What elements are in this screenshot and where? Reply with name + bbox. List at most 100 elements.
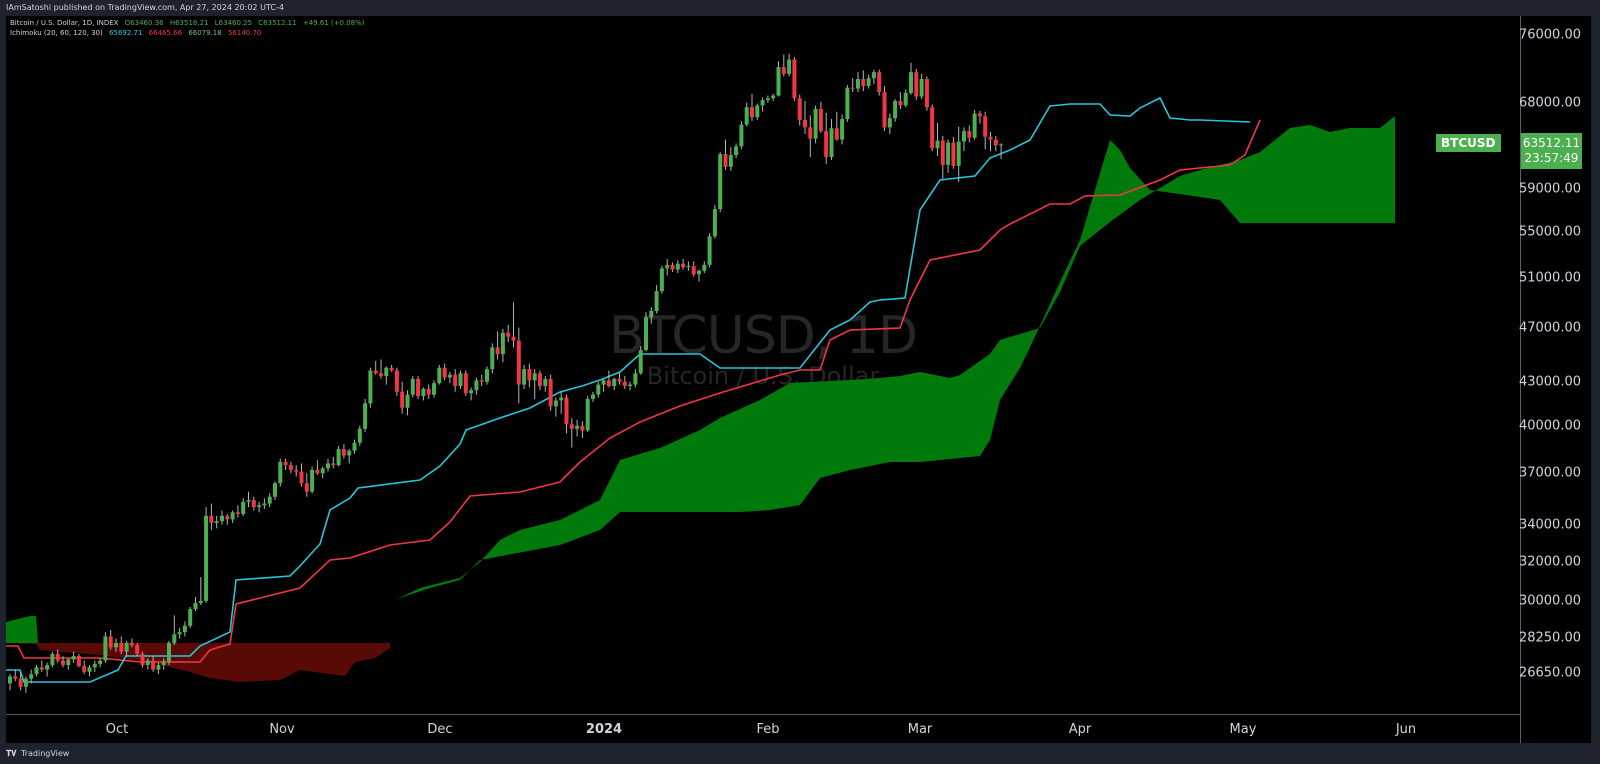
- candle-body: [310, 469, 315, 492]
- kijun-sen-line: [6, 119, 1261, 663]
- candle-body: [490, 347, 495, 370]
- candle-body: [909, 72, 913, 93]
- candle-body: [479, 380, 484, 382]
- candle-body: [485, 369, 489, 382]
- indicator-name[interactable]: Ichimoku (20, 60, 120, 30): [10, 29, 103, 37]
- candle-body: [188, 609, 193, 626]
- price-tick-label: 55000.00: [1518, 224, 1581, 240]
- candle-body: [977, 113, 982, 117]
- time-axis[interactable]: Oct Nov Dec 2024 Feb Mar Apr May Jun: [6, 714, 1520, 743]
- candle-body: [341, 449, 346, 456]
- candle-body: [45, 665, 50, 670]
- candle-body: [71, 656, 76, 660]
- last-price: 63512.11: [1522, 136, 1581, 150]
- candle-body: [119, 642, 124, 652]
- candle-body: [55, 653, 60, 661]
- candle-body: [543, 378, 548, 387]
- candle-body: [474, 380, 479, 391]
- candle-body: [331, 463, 336, 466]
- candle-body: [103, 636, 108, 661]
- candle-body: [61, 660, 65, 666]
- tenkan-value: 65692.71: [109, 29, 143, 37]
- last-price-tag: 63512.11 23:57:49: [1521, 133, 1582, 169]
- candle-body: [739, 124, 744, 147]
- time-tick-label: May: [1229, 722, 1257, 737]
- candle-body: [230, 512, 235, 520]
- price-tick-label: 30000.00: [1518, 593, 1581, 609]
- candle-body: [622, 381, 627, 387]
- candle-body: [792, 59, 797, 99]
- candle-body: [235, 512, 240, 515]
- candle-body: [225, 515, 230, 520]
- candle-body: [124, 642, 129, 652]
- candle-body: [283, 461, 288, 466]
- candle-body: [82, 666, 87, 672]
- time-tick-label: Jun: [1395, 722, 1417, 737]
- candle-body: [522, 369, 527, 385]
- candle-body: [161, 661, 166, 666]
- candle-body: [145, 660, 150, 666]
- candle-body: [776, 67, 781, 96]
- candle-body: [76, 656, 81, 667]
- candle-body: [209, 515, 214, 523]
- candle-body: [723, 154, 728, 167]
- candle-body: [744, 107, 749, 125]
- ichimoku-cloud-bullish: [395, 116, 1395, 600]
- candle-body: [379, 373, 383, 377]
- candle-body: [924, 79, 929, 108]
- ohlc-close: C63512.11: [258, 19, 297, 27]
- price-tick-label: 68000.00: [1518, 95, 1581, 111]
- price-tick-label: 51000.00: [1518, 270, 1581, 286]
- candle-body: [824, 131, 829, 157]
- plot-area[interactable]: Bitcoin / U.S. Dollar, 1D, INDEX O63460.…: [6, 16, 1520, 714]
- chart-frame[interactable]: Bitcoin / U.S. Dollar, 1D, INDEX O63460.…: [6, 16, 1591, 743]
- candle-body: [771, 95, 776, 99]
- candles: [8, 53, 1004, 693]
- candle-body: [516, 340, 521, 385]
- candle-body: [220, 515, 224, 522]
- candle-body: [394, 370, 399, 392]
- candle-body: [829, 128, 834, 157]
- candlestick-chart[interactable]: [6, 16, 1520, 714]
- bar-countdown: 23:57:49: [1524, 151, 1579, 165]
- price-tick-label: 76000.00: [1518, 27, 1581, 43]
- candle-body: [92, 663, 97, 668]
- candle-body: [8, 676, 12, 684]
- candle-body: [108, 636, 113, 648]
- candle-body: [262, 503, 267, 506]
- price-axis[interactable]: 76000.00 68000.00 59000.00 55000.00 51000.00…: [1518, 16, 1591, 743]
- candle-body: [511, 336, 516, 341]
- candle-body: [781, 67, 786, 74]
- candle-body: [919, 79, 924, 97]
- candle-body: [850, 87, 855, 89]
- candle-body: [818, 109, 823, 132]
- candle-body: [877, 72, 882, 93]
- candle-body: [940, 140, 945, 165]
- candle-body: [368, 370, 373, 404]
- ichimoku-cloud-bullish-left: [6, 616, 38, 643]
- candle-body: [681, 263, 686, 268]
- candle-body: [304, 483, 309, 492]
- candle-body: [628, 384, 633, 387]
- candle-body: [861, 79, 866, 86]
- candle-body: [405, 394, 410, 408]
- time-tick-label: Dec: [427, 722, 453, 737]
- price-tick-label: 40000.00: [1518, 418, 1581, 434]
- candle-body: [718, 154, 723, 210]
- candle-body: [962, 131, 966, 142]
- candle-body: [596, 384, 601, 395]
- candle-body: [538, 373, 542, 387]
- candle-body: [400, 391, 405, 408]
- candle-body: [299, 471, 304, 484]
- candle-body: [813, 109, 818, 139]
- candle-body: [638, 350, 643, 374]
- symbol-description[interactable]: Bitcoin / U.S. Dollar, 1D, INDEX: [10, 19, 119, 27]
- candle-body: [29, 674, 34, 679]
- candle-body: [273, 483, 277, 497]
- candle-body: [707, 236, 712, 265]
- candle-body: [87, 667, 92, 672]
- candle-body: [893, 100, 898, 119]
- time-tick-label: 2024: [585, 722, 623, 737]
- candle-body: [808, 127, 813, 139]
- candle-body: [575, 425, 580, 429]
